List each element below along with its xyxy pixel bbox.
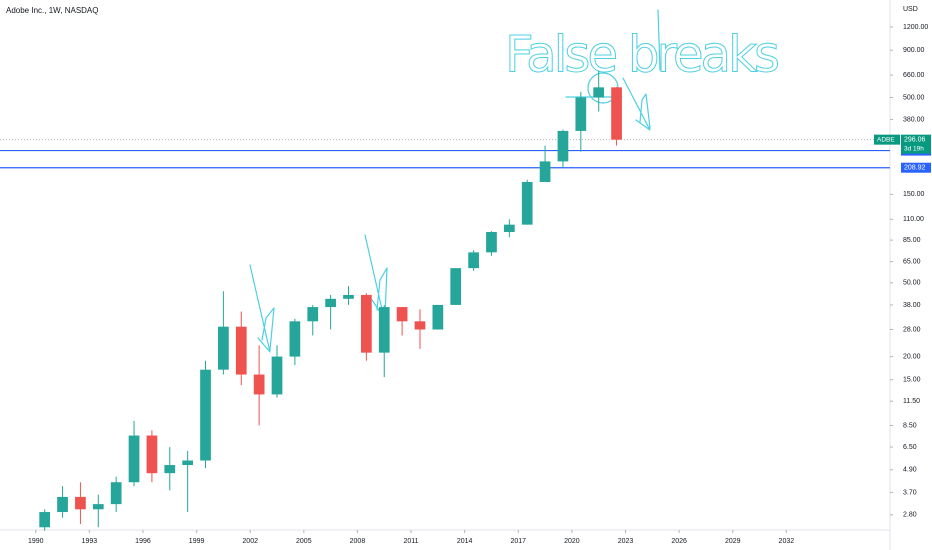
candle-body xyxy=(128,435,140,483)
candle-body xyxy=(539,161,551,182)
candle-body xyxy=(253,374,265,395)
x-tick-label: 2014 xyxy=(457,538,473,545)
candle-body xyxy=(575,97,587,131)
candle-body xyxy=(521,181,533,225)
y-tick-label: 15.00 xyxy=(903,377,921,384)
candle-body xyxy=(39,512,51,528)
scribble xyxy=(622,77,651,131)
y-tick-label: 1200.00 xyxy=(903,24,928,31)
x-tick-label: 2002 xyxy=(242,538,258,545)
x-tick-label: 1990 xyxy=(28,538,44,545)
y-tick-label: 50.00 xyxy=(903,280,921,287)
x-tick-label: 1993 xyxy=(82,538,98,545)
y-tick-label: 85.00 xyxy=(903,237,921,244)
y-tick-label: 500.00 xyxy=(903,94,925,101)
candle-body xyxy=(611,87,622,140)
x-tick-label: 1999 xyxy=(189,538,205,545)
x-tick-label: 2029 xyxy=(725,538,741,545)
candle-body xyxy=(361,294,372,353)
candle-body xyxy=(468,252,479,269)
scribble xyxy=(249,264,275,353)
candle-body xyxy=(271,356,283,395)
candle-body xyxy=(218,326,229,370)
candle-body xyxy=(378,307,390,353)
scribble xyxy=(657,9,661,71)
y-tick-label: 6.50 xyxy=(903,444,917,451)
candle-body xyxy=(450,268,462,305)
chart-title: Adobe Inc., 1W, NASDAQ xyxy=(6,6,98,15)
y-tick-label: 2.80 xyxy=(903,512,917,519)
candle-body xyxy=(432,304,444,330)
candle-body xyxy=(146,435,158,474)
y-tick-label: 380.00 xyxy=(903,116,925,123)
price-badge xyxy=(901,162,931,173)
candle-body xyxy=(75,496,86,510)
candle-body xyxy=(57,496,68,513)
candle-body xyxy=(396,307,408,322)
candle-body xyxy=(486,232,497,253)
currency-label: USD xyxy=(903,6,918,13)
candle-body xyxy=(593,87,605,98)
x-tick-label: 2020 xyxy=(564,538,580,545)
last-price-badge xyxy=(901,134,931,154)
price-badge-label: 208.92 xyxy=(904,165,926,172)
y-tick-label: 38.00 xyxy=(903,302,921,309)
y-tick-label: 660.00 xyxy=(903,72,925,79)
last-price-label: 296.06 xyxy=(904,136,926,143)
x-tick-label: 2026 xyxy=(671,538,687,545)
y-tick-label: 8.50 xyxy=(903,422,917,429)
x-tick-label: 2008 xyxy=(350,538,366,545)
x-tick-label: 2011 xyxy=(404,538,419,545)
candle-body xyxy=(92,504,104,510)
y-tick-label: 3.70 xyxy=(903,489,917,496)
x-tick-label: 2005 xyxy=(296,538,312,545)
countdown-label: 3d 19h xyxy=(904,145,924,152)
symbol-badge xyxy=(874,134,900,145)
candle-body xyxy=(182,460,194,466)
candle-body xyxy=(307,307,319,322)
candle-body xyxy=(414,321,426,330)
x-tick-label: 2017 xyxy=(510,538,526,545)
symbol-label: ADBE xyxy=(877,136,895,143)
y-tick-label: 11.50 xyxy=(903,398,920,405)
y-tick-label: 110.00 xyxy=(903,216,924,223)
candle-body xyxy=(235,326,247,375)
candle-body xyxy=(164,465,176,474)
y-tick-label: 4.90 xyxy=(903,467,917,474)
x-tick-label: 2032 xyxy=(779,538,795,545)
candle-body xyxy=(343,294,354,299)
y-tick-label: 150.00 xyxy=(903,191,925,198)
candle-body xyxy=(110,482,122,505)
candle-body xyxy=(325,298,336,308)
candle-body xyxy=(289,321,301,357)
candle-body xyxy=(557,130,569,162)
candle-body xyxy=(503,224,515,233)
y-tick-label: 28.00 xyxy=(903,326,921,333)
y-tick-label: 900.00 xyxy=(903,47,925,54)
annotation: False breaks xyxy=(505,26,780,84)
x-tick-label: 1996 xyxy=(135,538,151,545)
y-tick-label: 65.00 xyxy=(903,259,921,266)
y-tick-label: 20.00 xyxy=(903,353,921,360)
x-tick-label: 2023 xyxy=(618,538,634,545)
candle-body xyxy=(200,369,211,461)
